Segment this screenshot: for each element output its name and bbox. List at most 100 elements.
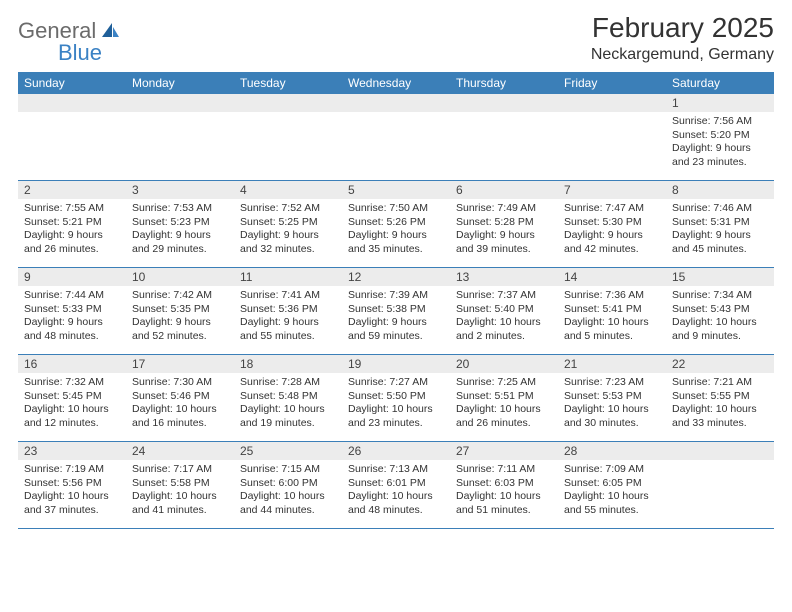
day-cell: 3 Sunrise: 7:53 AMSunset: 5:23 PMDaylight… <box>126 181 234 267</box>
day-content: Sunrise: 7:37 AMSunset: 5:40 PMDaylight:… <box>450 286 558 348</box>
day-number <box>666 442 774 460</box>
day-cell: 4Sunrise: 7:52 AMSunset: 5:25 PMDaylight… <box>234 181 342 267</box>
header: GeneralBlue February 2025 Neckargemund, … <box>18 12 774 66</box>
day-content: Sunrise: 7:44 AMSunset: 5:33 PMDaylight:… <box>18 286 126 348</box>
sunset-text: Sunset: 6:05 PM <box>564 477 660 491</box>
day-number: 26 <box>342 442 450 460</box>
day-cell <box>18 94 126 180</box>
day-content: Sunrise: 7:32 AMSunset: 5:45 PMDaylight:… <box>18 373 126 435</box>
sunset-text: Sunset: 5:23 PM <box>132 216 228 230</box>
day-cell <box>666 442 774 528</box>
daylight-text-2: and 26 minutes. <box>24 243 120 257</box>
daylight-text-2: and 55 minutes. <box>564 504 660 518</box>
daylight-text-2: and 45 minutes. <box>672 243 768 257</box>
day-cell <box>234 94 342 180</box>
daylight-text-1: Daylight: 10 hours <box>132 403 228 417</box>
day-content: Sunrise: 7:41 AMSunset: 5:36 PMDaylight:… <box>234 286 342 348</box>
day-number: 14 <box>558 268 666 286</box>
day-cell: 16Sunrise: 7:32 AMSunset: 5:45 PMDayligh… <box>18 355 126 441</box>
sunrise-text: Sunrise: 7:23 AM <box>564 376 660 390</box>
day-number <box>558 94 666 112</box>
daylight-text-1: Daylight: 9 hours <box>24 229 120 243</box>
day-cell <box>450 94 558 180</box>
weeks-container: 1Sunrise: 7:56 AMSunset: 5:20 PMDaylight… <box>18 94 774 529</box>
day-number: 4 <box>234 181 342 199</box>
day-number: 20 <box>450 355 558 373</box>
sunset-text: Sunset: 5:43 PM <box>672 303 768 317</box>
sunrise-text: Sunrise: 7:36 AM <box>564 289 660 303</box>
week-row: 16Sunrise: 7:32 AMSunset: 5:45 PMDayligh… <box>18 355 774 442</box>
day-number: 17 <box>126 355 234 373</box>
sunrise-text: Sunrise: 7:56 AM <box>672 115 768 129</box>
day-cell <box>558 94 666 180</box>
sunrise-text: Sunrise: 7:42 AM <box>132 289 228 303</box>
calendar-page: GeneralBlue February 2025 Neckargemund, … <box>0 0 792 541</box>
sunset-text: Sunset: 5:35 PM <box>132 303 228 317</box>
day-cell: 26Sunrise: 7:13 AMSunset: 6:01 PMDayligh… <box>342 442 450 528</box>
sunset-text: Sunset: 5:25 PM <box>240 216 336 230</box>
sunset-text: Sunset: 5:40 PM <box>456 303 552 317</box>
daylight-text-2: and 30 minutes. <box>564 417 660 431</box>
sunrise-text: Sunrise: 7:41 AM <box>240 289 336 303</box>
day-number: 8 <box>666 181 774 199</box>
day-cell: 9Sunrise: 7:44 AMSunset: 5:33 PMDaylight… <box>18 268 126 354</box>
day-number <box>342 94 450 112</box>
day-cell: 20Sunrise: 7:25 AMSunset: 5:51 PMDayligh… <box>450 355 558 441</box>
day-cell: 13Sunrise: 7:37 AMSunset: 5:40 PMDayligh… <box>450 268 558 354</box>
day-content: Sunrise: 7:36 AMSunset: 5:41 PMDaylight:… <box>558 286 666 348</box>
day-content: Sunrise: 7:47 AMSunset: 5:30 PMDaylight:… <box>558 199 666 261</box>
daylight-text-2: and 16 minutes. <box>132 417 228 431</box>
daylight-text-1: Daylight: 10 hours <box>456 403 552 417</box>
sunrise-text: Sunrise: 7:37 AM <box>456 289 552 303</box>
day-number: 21 <box>558 355 666 373</box>
location: Neckargemund, Germany <box>591 46 774 64</box>
sunrise-text: Sunrise: 7:44 AM <box>24 289 120 303</box>
sunrise-text: Sunrise: 7:13 AM <box>348 463 444 477</box>
sunrise-text: Sunrise: 7:11 AM <box>456 463 552 477</box>
sunrise-text: Sunrise: 7:49 AM <box>456 202 552 216</box>
sunset-text: Sunset: 5:38 PM <box>348 303 444 317</box>
daylight-text-1: Daylight: 9 hours <box>132 229 228 243</box>
week-row: 2Sunrise: 7:55 AMSunset: 5:21 PMDaylight… <box>18 181 774 268</box>
day-content: Sunrise: 7:15 AMSunset: 6:00 PMDaylight:… <box>234 460 342 522</box>
day-cell: 25Sunrise: 7:15 AMSunset: 6:00 PMDayligh… <box>234 442 342 528</box>
daylight-text-2: and 32 minutes. <box>240 243 336 257</box>
day-cell: 17Sunrise: 7:30 AMSunset: 5:46 PMDayligh… <box>126 355 234 441</box>
week-row: 23Sunrise: 7:19 AMSunset: 5:56 PMDayligh… <box>18 442 774 529</box>
day-content: Sunrise: 7:50 AMSunset: 5:26 PMDaylight:… <box>342 199 450 261</box>
calendar-grid: Sunday Monday Tuesday Wednesday Thursday… <box>18 72 774 529</box>
sunrise-text: Sunrise: 7:21 AM <box>672 376 768 390</box>
daylight-text-2: and 23 minutes. <box>672 156 768 170</box>
daylight-text-1: Daylight: 10 hours <box>24 490 120 504</box>
sunrise-text: Sunrise: 7:17 AM <box>132 463 228 477</box>
day-number: 10 <box>126 268 234 286</box>
day-content: Sunrise: 7:52 AMSunset: 5:25 PMDaylight:… <box>234 199 342 261</box>
day-content: Sunrise: 7:09 AMSunset: 6:05 PMDaylight:… <box>558 460 666 522</box>
day-cell: 28Sunrise: 7:09 AMSunset: 6:05 PMDayligh… <box>558 442 666 528</box>
day-cell: 14Sunrise: 7:36 AMSunset: 5:41 PMDayligh… <box>558 268 666 354</box>
day-content: Sunrise: 7:25 AMSunset: 5:51 PMDaylight:… <box>450 373 558 435</box>
day-cell: 11Sunrise: 7:41 AMSunset: 5:36 PMDayligh… <box>234 268 342 354</box>
daylight-text-2: and 59 minutes. <box>348 330 444 344</box>
day-number: 11 <box>234 268 342 286</box>
sunrise-text: Sunrise: 7:09 AM <box>564 463 660 477</box>
daylight-text-2: and 44 minutes. <box>240 504 336 518</box>
daylight-text-1: Daylight: 9 hours <box>24 316 120 330</box>
daylight-text-1: Daylight: 10 hours <box>240 403 336 417</box>
sunrise-text: Sunrise: 7:53 AM <box>132 202 228 216</box>
daylight-text-2: and 9 minutes. <box>672 330 768 344</box>
day-content: Sunrise: 7:46 AMSunset: 5:31 PMDaylight:… <box>666 199 774 261</box>
sunset-text: Sunset: 5:33 PM <box>24 303 120 317</box>
day-content: Sunrise: 7:23 AMSunset: 5:53 PMDaylight:… <box>558 373 666 435</box>
sunset-text: Sunset: 5:28 PM <box>456 216 552 230</box>
day-content: Sunrise: 7:19 AMSunset: 5:56 PMDaylight:… <box>18 460 126 522</box>
sunset-text: Sunset: 5:21 PM <box>24 216 120 230</box>
day-number: 1 <box>666 94 774 112</box>
sunrise-text: Sunrise: 7:34 AM <box>672 289 768 303</box>
daylight-text-2: and 41 minutes. <box>132 504 228 518</box>
day-content: Sunrise: 7:56 AMSunset: 5:20 PMDaylight:… <box>666 112 774 174</box>
day-number: 28 <box>558 442 666 460</box>
sunrise-text: Sunrise: 7:30 AM <box>132 376 228 390</box>
day-number: 3 <box>126 181 234 199</box>
daylight-text-2: and 19 minutes. <box>240 417 336 431</box>
